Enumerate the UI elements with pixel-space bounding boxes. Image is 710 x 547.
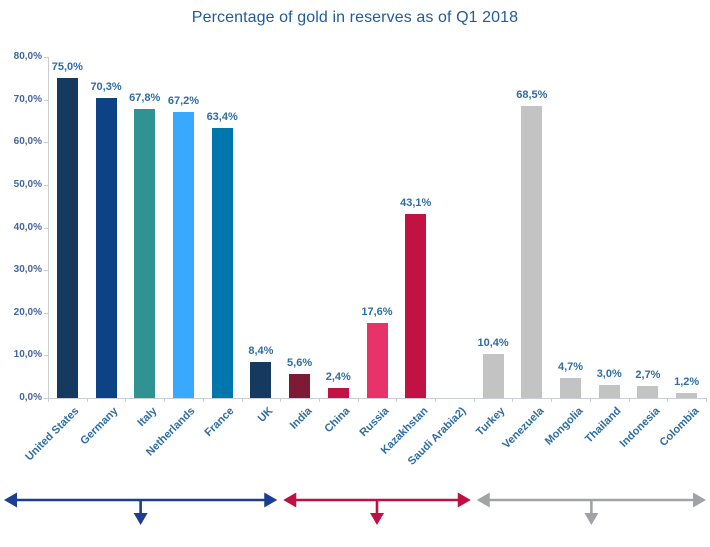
- x-axis-label: India: [287, 405, 315, 432]
- y-axis-label: 40,0%: [13, 221, 42, 233]
- y-axis-tick: [44, 57, 48, 58]
- bar-value-label: 67,8%: [129, 92, 161, 104]
- x-axis-tick: [202, 398, 204, 402]
- x-axis-tick: [280, 398, 282, 402]
- x-axis-label: Venezuela: [500, 405, 547, 452]
- x-axis-label: United States: [23, 405, 82, 464]
- bar-value-label: 3,0%: [596, 368, 622, 381]
- bar-value-label: 68,5%: [516, 89, 548, 102]
- y-axis-tick: [44, 398, 48, 399]
- x-axis-label: France: [202, 405, 237, 439]
- group-arrows: [4, 492, 706, 525]
- y-axis-tick: [44, 142, 48, 144]
- bar-turkey: [482, 353, 504, 398]
- y-axis-tick: [44, 270, 48, 272]
- bar-value-label: 5,6%: [287, 357, 313, 370]
- x-axis-tick: [706, 398, 707, 402]
- bar-netherlands: [172, 111, 194, 398]
- drop-arrow-head-icon: [584, 513, 599, 525]
- y-axis-label: 10,0%: [13, 349, 42, 361]
- arrow-right-head-icon: [693, 492, 706, 508]
- bar-value-label: 2,4%: [325, 370, 351, 383]
- bar-value-label: 43,1%: [400, 197, 432, 210]
- x-axis-tick: [357, 398, 359, 402]
- y-axis-tick: [44, 227, 48, 229]
- drop-arrow-head-icon: [133, 513, 148, 525]
- bar-value-label: 17,6%: [361, 305, 393, 318]
- chart-title: Percentage of gold in reserves as of Q1 …: [191, 9, 519, 26]
- x-axis-tick: [589, 398, 591, 402]
- bar-value-label: 2,7%: [635, 369, 661, 382]
- x-axis-label: Turkey: [474, 405, 508, 439]
- group-arrow-1: [4, 492, 278, 525]
- bar-kazakhstan: [405, 214, 427, 398]
- y-axis-label: 60,0%: [13, 136, 42, 148]
- x-axis-tick: [86, 398, 88, 402]
- y-axis-label: 50,0%: [13, 178, 42, 190]
- arrow-right-head-icon: [457, 492, 471, 508]
- x-axis-label: Russia: [357, 405, 392, 439]
- x-axis-tick: [241, 398, 243, 402]
- bar-value-label: 67,2%: [167, 94, 200, 107]
- bar-value-label: 1,2%: [674, 375, 700, 388]
- x-axis-tick: [48, 398, 49, 402]
- bar-china: [327, 387, 349, 398]
- drop-arrow-head-icon: [370, 513, 384, 525]
- y-axis-tick: [44, 312, 48, 314]
- x-axis-tick: [164, 398, 166, 402]
- arrow-right-head-icon: [264, 492, 278, 508]
- bar-value-label: 10,4%: [477, 336, 509, 349]
- x-axis-tick: [512, 398, 514, 402]
- bar-indonesia: [637, 386, 659, 398]
- bar-russia: [366, 322, 388, 398]
- y-axis-tick: [44, 184, 48, 186]
- x-axis-tick: [667, 398, 669, 402]
- y-axis-label: 80,0%: [13, 51, 42, 62]
- x-axis-label: Italy: [135, 405, 160, 430]
- bar-germany: [95, 98, 117, 398]
- x-axis-tick: [125, 398, 127, 402]
- y-axis-line: [48, 57, 49, 398]
- bar-value-label: 70,3%: [90, 81, 122, 94]
- bar-uk: [250, 362, 272, 398]
- bar-united-states: [56, 78, 78, 398]
- x-axis-label: Germany: [78, 405, 121, 448]
- y-axis-label: 20,0%: [13, 306, 42, 318]
- bar-france: [211, 127, 233, 398]
- bar-value-label: 8,4%: [248, 345, 274, 358]
- y-axis-label: 0,0%: [19, 392, 42, 403]
- bar-value-label: 75,0%: [51, 61, 83, 74]
- bar-colombia: [676, 392, 698, 398]
- bar-italy: [134, 109, 156, 398]
- bar-venezuela: [521, 106, 543, 398]
- bar-value-label: 63,4%: [206, 110, 238, 123]
- x-axis-tick: [435, 398, 437, 402]
- bar-value-label: 4,7%: [557, 360, 584, 373]
- y-axis-tick: [44, 355, 48, 357]
- arrow-left-head-icon: [4, 492, 17, 508]
- y-axis-label: 70,0%: [13, 93, 42, 105]
- x-axis-tick: [551, 398, 553, 402]
- group-arrow-3: [476, 492, 706, 525]
- x-axis-tick: [396, 398, 398, 402]
- bar-mongolia: [560, 377, 582, 398]
- x-axis-tick: [628, 398, 630, 402]
- y-axis-tick: [44, 99, 48, 101]
- x-axis-label: Mongolia: [542, 405, 586, 448]
- x-axis-label: UK: [255, 405, 276, 425]
- bar-india: [289, 374, 311, 398]
- arrow-left-head-icon: [476, 492, 490, 508]
- x-axis-label: Colombia: [657, 405, 702, 449]
- arrow-left-head-icon: [283, 492, 297, 508]
- group-arrow-2: [283, 492, 471, 525]
- x-axis-tick: [473, 398, 475, 402]
- x-axis-line: [48, 398, 706, 399]
- x-axis-label: Indonesia: [617, 405, 663, 450]
- y-axis-label: 30,0%: [13, 264, 42, 276]
- bar-thailand: [598, 385, 620, 398]
- x-axis-label: China: [322, 405, 353, 436]
- x-axis-tick: [318, 398, 320, 402]
